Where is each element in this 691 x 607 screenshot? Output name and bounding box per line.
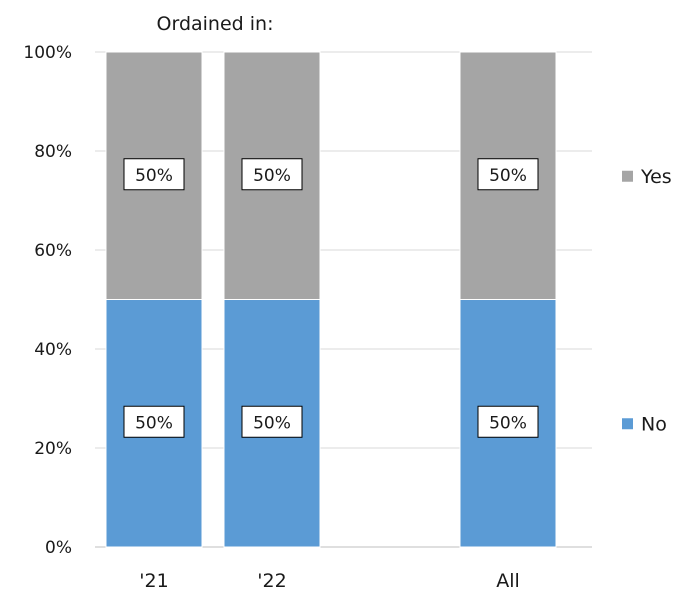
data-label-box [477, 405, 539, 438]
y-tick-label: 100% [23, 43, 72, 63]
data-labels: 50% 50% 50% 50% 50% 50% [123, 158, 539, 438]
legend-item-no: No [622, 413, 667, 435]
legend-label: Yes [640, 166, 672, 188]
data-label: 50% [241, 158, 303, 191]
x-axis: '21 '22 All [139, 570, 519, 592]
x-tick-label: All [496, 570, 520, 592]
legend: No Yes [622, 166, 672, 435]
legend-swatch [622, 418, 633, 430]
data-label-text: 50% [489, 413, 527, 433]
data-label-text: 50% [489, 166, 527, 186]
data-label: 50% [241, 405, 303, 438]
bars [105, 51, 557, 548]
y-tick-label: 80% [34, 142, 72, 162]
data-label: 50% [477, 158, 539, 191]
y-axis: 0% 20% 40% 60% 80% 100% [23, 43, 72, 558]
y-tick-label: 0% [45, 538, 72, 558]
data-label-text: 50% [253, 413, 291, 433]
legend-item-yes: Yes [622, 166, 672, 188]
y-tick-label: 20% [34, 439, 72, 459]
data-label-box [123, 158, 185, 191]
data-label-box [241, 158, 303, 191]
bar-segment-no [105, 299, 203, 548]
data-label-box [123, 405, 185, 438]
y-tick-label: 60% [34, 241, 72, 261]
data-label: 50% [477, 405, 539, 438]
y-tick-label: 40% [34, 340, 72, 360]
chart-title: Ordained in: [157, 13, 274, 35]
data-label-box [241, 405, 303, 438]
x-tick-label: '21 [139, 570, 168, 592]
data-label: 50% [123, 158, 185, 191]
data-label-text: 50% [135, 413, 173, 433]
legend-swatch [622, 170, 633, 182]
data-label-box [477, 158, 539, 191]
x-tick-label: '22 [257, 570, 286, 592]
data-label-text: 50% [253, 166, 291, 186]
data-label: 50% [123, 405, 185, 438]
legend-label: No [641, 413, 667, 435]
data-label-text: 50% [135, 166, 173, 186]
